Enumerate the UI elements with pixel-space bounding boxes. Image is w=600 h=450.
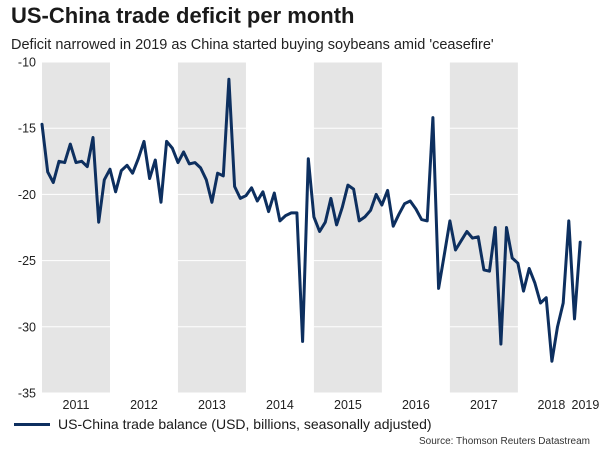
- y-tick-label: -30: [18, 320, 36, 334]
- y-tick-label: -35: [18, 387, 36, 401]
- source-note: Source: Thomson Reuters Datastream: [418, 436, 590, 447]
- y-axis-ticks: -10 -15 -20 -25 -30 -35: [18, 56, 36, 401]
- legend-swatch: [14, 422, 50, 426]
- year-band-2013: [177, 62, 246, 393]
- y-tick-label: -25: [18, 254, 36, 268]
- year-band-2015: [313, 62, 382, 393]
- x-tick-label-2011: 2011: [63, 398, 90, 412]
- year-band-2011: [42, 62, 110, 393]
- x-tick-label-2019: 2019: [572, 398, 600, 412]
- x-tick-label-2016: 2016: [402, 398, 430, 412]
- x-tick-label-2017: 2017: [470, 398, 498, 412]
- y-tick-label: -20: [18, 188, 36, 202]
- x-tick-label-2014: 2014: [266, 398, 294, 412]
- series-layer: [40, 77, 582, 363]
- x-tick-label-2015: 2015: [334, 398, 362, 412]
- year-bands: [42, 62, 518, 393]
- gridlines: [42, 61, 585, 394]
- x-tick-label-2012: 2012: [130, 398, 158, 412]
- y-tick-label: -10: [18, 56, 36, 70]
- x-tick-label-2013: 2013: [198, 398, 226, 412]
- chart-subtitle: Deficit narrowed in 2019 as China starte…: [11, 37, 494, 53]
- x-axis-year-labels: 2011 2012 2013 2014 2015 2016 2017 2018 2019: [63, 398, 600, 412]
- series-line-trade-balance: [40, 77, 582, 363]
- legend-label: US-China trade balance (USD, billions, s…: [58, 416, 432, 432]
- x-tick-label-2018: 2018: [538, 398, 566, 412]
- chart-title: US-China trade deficit per month: [11, 3, 355, 28]
- y-tick-label: -15: [18, 122, 36, 136]
- legend: US-China trade balance (USD, billions, s…: [14, 416, 432, 432]
